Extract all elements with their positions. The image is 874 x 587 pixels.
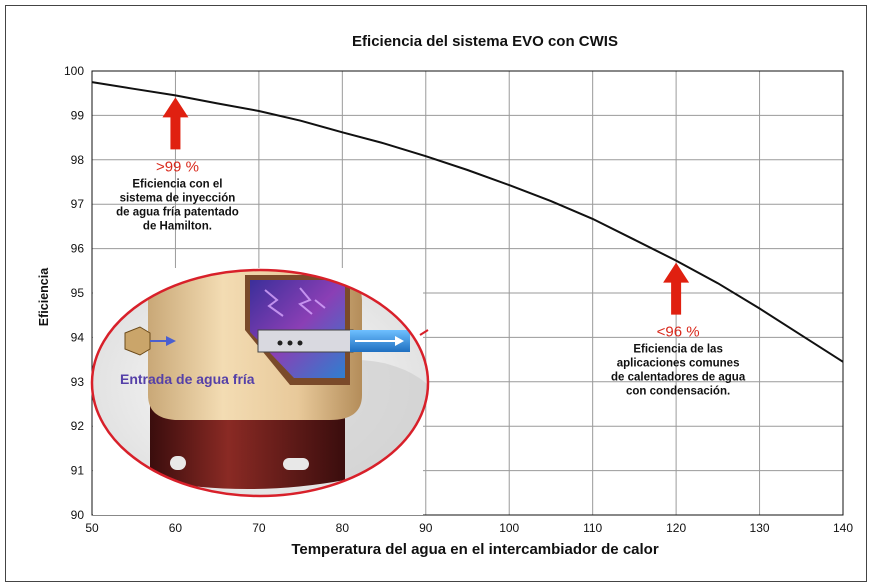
y-tick-label: 92 — [71, 419, 85, 433]
y-tick-label: 96 — [71, 242, 85, 256]
annotation-text-line: de calentadores de agua — [611, 372, 746, 384]
x-tick-label: 110 — [583, 521, 602, 535]
chart-title: Eficiencia del sistema EVO con CWIS — [352, 33, 618, 50]
x-tick-label: 60 — [169, 521, 183, 535]
up-arrow-icon — [162, 97, 189, 150]
plot-border — [91, 70, 844, 516]
y-tick-label: 91 — [71, 464, 85, 478]
annotation-2: <96 % Eficiencia de las aplicaciones comun… — [611, 262, 746, 398]
x-tick-label: 70 — [252, 521, 266, 535]
x-tick-label: 130 — [750, 521, 770, 535]
axis-ticks: 50 60 70 80 90 100 110 120 130 140 90 91 92 93 94 95 96 9… — [64, 64, 853, 535]
annotation-text-line: de agua fría patentado — [116, 206, 239, 218]
x-tick-label: 80 — [336, 521, 350, 535]
y-tick-label: 90 — [71, 508, 85, 522]
annotations: >99 % Eficiencia con el sistema de inyecci… — [116, 97, 746, 398]
inset-ellipse-outline — [90, 268, 430, 498]
y-tick-label: 95 — [71, 286, 85, 300]
y-tick-label: 97 — [71, 197, 85, 211]
y-tick-label: 93 — [71, 375, 85, 389]
x-tick-label: 90 — [419, 521, 433, 535]
annotation-text-line: de Hamilton. — [143, 220, 212, 232]
y-tick-label: 99 — [71, 108, 85, 122]
y-tick-label: 100 — [64, 64, 84, 78]
x-tick-label: 140 — [833, 521, 853, 535]
annotation-text-line: aplicaciones comunes — [617, 358, 740, 370]
x-axis-label: Temperatura del agua en el intercambiado… — [291, 541, 659, 558]
up-arrow-icon — [663, 262, 690, 315]
annotation-text-line: sistema de inyección — [120, 192, 236, 204]
y-axis-label: Eficiencia — [37, 267, 51, 326]
x-tick-label: 50 — [85, 521, 99, 535]
annotation-text-line: Eficiencia de las — [633, 344, 723, 356]
annotation-value: <96 % — [657, 324, 700, 341]
annotation-1: >99 % Eficiencia con el sistema de inyecci… — [116, 97, 239, 232]
y-tick-label: 98 — [71, 153, 85, 167]
annotation-value: >99 % — [156, 158, 199, 175]
x-tick-label: 120 — [666, 521, 686, 535]
tank-illustration-inset: Entrada de agua fría — [90, 268, 430, 515]
inset-label: Entrada de agua fría — [120, 371, 255, 387]
annotation-text-line: Eficiencia con el — [132, 178, 222, 190]
y-tick-label: 94 — [71, 330, 85, 344]
x-tick-label: 100 — [499, 521, 519, 535]
series-line — [91, 81, 844, 363]
annotation-text-line: con condensación. — [626, 386, 730, 398]
